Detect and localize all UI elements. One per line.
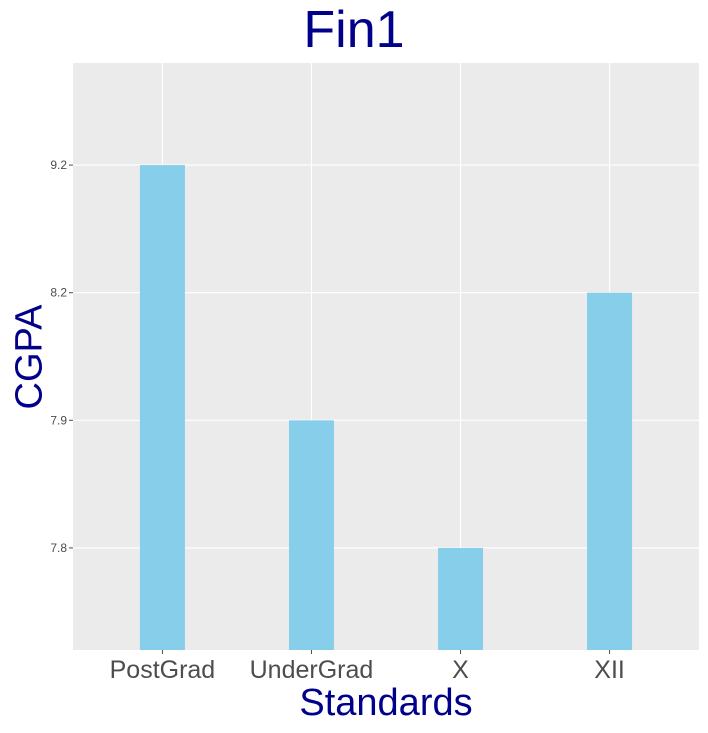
y-axis-title: CGPA — [8, 304, 51, 410]
chart-title: Fin1 — [303, 1, 405, 59]
x-tick-label: PostGrad — [110, 656, 216, 684]
x-tick-label: X — [452, 656, 469, 684]
y-tick-label: 7.9 — [50, 413, 67, 427]
x-axis-title: Standards — [299, 682, 473, 724]
y-tick-label: 8.2 — [50, 286, 67, 300]
y-axis: 7.8 7.9 8.2 9.2 — [50, 158, 73, 555]
bar-xii — [587, 292, 633, 650]
y-tick-label: 9.2 — [50, 158, 67, 172]
x-axis: PostGrad UnderGrad X XII — [110, 650, 625, 684]
bar-undergrad — [288, 420, 334, 650]
x-tick-label: UnderGrad — [250, 656, 374, 684]
bars — [139, 165, 633, 650]
y-tick-label: 7.8 — [50, 541, 67, 555]
bar-postgrad — [139, 165, 185, 650]
bar-x — [438, 547, 484, 650]
x-tick-label: XII — [594, 656, 625, 684]
